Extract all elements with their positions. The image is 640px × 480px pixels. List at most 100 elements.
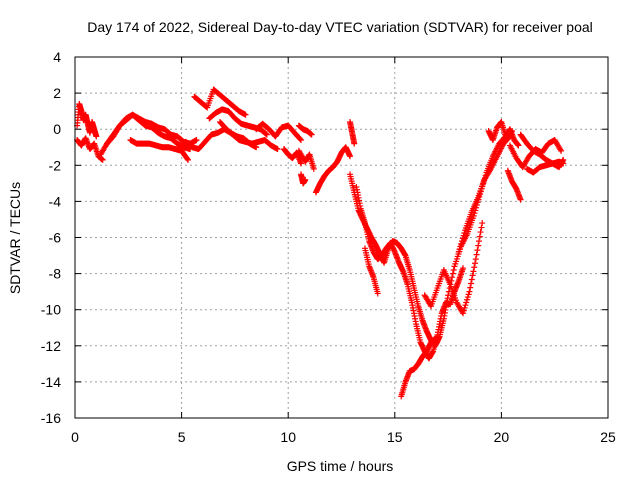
data-point [297, 160, 304, 167]
data-point [432, 335, 439, 342]
data-point [374, 290, 381, 297]
y-tick-label: 0 [53, 121, 61, 137]
data-point [460, 310, 467, 317]
chart-title: Day 174 of 2022, Sidereal Day-to-day VTE… [87, 19, 593, 35]
data-point [184, 156, 191, 163]
x-tick-label: 25 [600, 429, 616, 445]
series-arc-1 [74, 100, 100, 140]
series-arc-19 [361, 245, 381, 297]
data-point [184, 155, 191, 162]
y-axis-label: SDTVAR / TECUs [7, 182, 23, 294]
data-point [458, 240, 465, 247]
y-tick-label: -4 [49, 193, 62, 209]
data-point [310, 165, 317, 172]
data-point [263, 131, 270, 138]
data-point [478, 224, 485, 231]
series-arc-11 [280, 146, 304, 167]
data-point [515, 142, 522, 149]
y-tick-label: -12 [41, 338, 61, 354]
data-point [93, 133, 100, 140]
data-point [475, 242, 482, 249]
data-points [74, 86, 567, 400]
data-point [450, 266, 457, 273]
data-point [297, 137, 304, 144]
data-point [351, 140, 358, 147]
y-tick-label: -14 [41, 374, 61, 390]
data-point [308, 131, 315, 138]
data-point [461, 304, 468, 311]
data-point [468, 280, 475, 287]
data-point [449, 270, 456, 277]
data-point [474, 247, 481, 254]
y-tick-label: -10 [41, 302, 61, 318]
data-point [347, 153, 354, 160]
series-arc-27 [523, 158, 567, 176]
data-point [242, 111, 249, 118]
y-tick-label: -6 [49, 230, 62, 246]
series-arc-12 [295, 122, 315, 138]
data-point [557, 146, 564, 153]
data-point [472, 260, 479, 267]
data-point [462, 302, 469, 309]
data-point [476, 233, 483, 240]
series-arc-14 [297, 171, 309, 187]
y-tick-label: -2 [49, 157, 62, 173]
data-point [459, 235, 466, 242]
y-tick-label: -8 [49, 266, 62, 282]
x-tick-label: 5 [178, 429, 186, 445]
data-point [463, 299, 470, 306]
data-point [473, 251, 480, 258]
data-point [460, 232, 467, 239]
data-point [479, 220, 486, 227]
grid [75, 57, 608, 418]
series-arc-18 [353, 183, 467, 362]
series-arc-5 [127, 137, 191, 163]
data-point [274, 146, 281, 153]
data-point [193, 137, 200, 144]
data-point [297, 136, 304, 143]
series-arc-17 [347, 128, 516, 349]
data-point [464, 294, 471, 301]
data-point [456, 246, 463, 253]
axis-ticks [74, 56, 609, 419]
data-point [455, 248, 462, 255]
series-arc-10 [253, 120, 304, 144]
data-point [477, 229, 484, 236]
data-point [302, 176, 309, 183]
series-arc-22 [455, 133, 513, 255]
x-tick-label: 10 [280, 429, 296, 445]
data-point [469, 272, 476, 279]
data-point [471, 264, 478, 271]
x-tick-label: 0 [71, 429, 79, 445]
series-arc-20 [398, 335, 439, 400]
data-point [517, 196, 524, 203]
series-arc-7 [191, 86, 249, 118]
y-tick-label: 2 [53, 85, 61, 101]
data-point [460, 307, 467, 314]
data-point [464, 296, 471, 303]
data-point [472, 256, 479, 263]
series-arc-16 [347, 118, 358, 147]
series-arc-2 [74, 135, 106, 163]
series-arc-15 [312, 144, 354, 196]
data-point [461, 229, 468, 236]
series-arc-13 [295, 147, 317, 172]
series-arc-21 [421, 220, 486, 317]
data-point [470, 268, 477, 275]
data-point [467, 284, 474, 291]
y-tick-label: 4 [53, 49, 61, 65]
data-point [445, 292, 452, 299]
axis-tick-labels: 0 5 10 15 20 25 -16 -14 -12 -10 -8 -6 -4 -2 0 2 4 [41, 49, 616, 445]
data-point [458, 238, 465, 245]
x-tick-label: 20 [494, 429, 510, 445]
series-arc-24 [504, 167, 524, 203]
series-arc-9 [216, 118, 281, 153]
data-point [468, 276, 475, 283]
series-arc-23 [485, 118, 522, 149]
x-axis-label: GPS time / hours [287, 458, 394, 474]
data-point [476, 238, 483, 245]
data-point [470, 212, 477, 219]
data-point [263, 130, 270, 137]
y-tick-label: -16 [41, 410, 61, 426]
